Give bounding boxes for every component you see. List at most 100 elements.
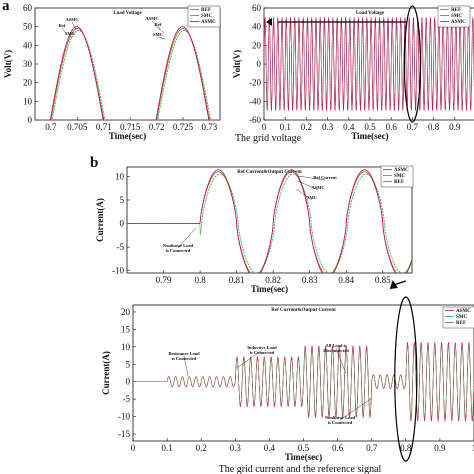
x-tick-label: 0.82 [265,275,281,285]
legend-entry: REF [394,180,404,185]
annotation-asmc-left: ASMC [65,17,79,31]
annotation-text: Ref [155,22,162,27]
y-axis-label: Volt(V) [3,50,13,78]
x-tick-label: 0 [131,443,136,453]
annotation-asmc-right: ASMC [145,16,161,31]
x-tick-label: 0.705 [67,122,88,132]
annotation-asmc: ASMC [297,180,325,191]
annotation-pointer [295,188,313,201]
y-tick-label: 10 [121,342,131,352]
series-line-smc [133,345,474,418]
series-line-asmc [35,26,220,120]
y-tick-label: 40 [252,22,262,32]
annotation-text: is Connected [328,420,353,425]
x-tick-label: 0.72 [149,122,165,132]
chart-title: Ref Current&Output Current [237,170,302,175]
annotation-pointer [297,175,326,181]
legend-entry: SMC [456,315,468,320]
annotation-text: is Connected [250,350,275,355]
annotation-text: ASMC [311,185,324,190]
caption-grid-voltage: The grid voltage [235,133,302,144]
legend-entry: ASMC [451,20,466,25]
x-tick-label: 0.73 [202,122,218,132]
y-tick-label: -5 [117,242,125,252]
series-group [35,26,220,120]
plot-area [126,166,413,274]
annotation-ref-left: Ref [59,23,68,35]
y-tick-label: 50 [23,22,33,32]
x-axis-label: Time(sec) [351,131,388,141]
series-group [133,341,474,422]
annotation-pointer [151,20,161,31]
y-tick-label: -20 [249,78,261,88]
annotation-text: Ref [59,23,66,28]
annotation-pointer [157,36,166,40]
y-axis-label: Current(A) [95,198,105,242]
y-tick-label: 5 [126,359,131,369]
x-tick-label: 0.1 [161,443,172,453]
y-tick-label: 10 [115,171,125,181]
x-tick-label: 0.71 [96,122,112,132]
legend-entry: SMC [201,14,213,19]
y-tick-label: 20 [252,40,262,50]
x-tick-label: 0.3 [322,122,334,132]
chart-voltage-zoom: 0.7 0.705 0.71 0.715 0.72 0.725 0.73 0 10 20 30 40 5… [3,3,221,141]
x-tick-label: 0.4 [264,443,276,453]
chart-current-zoom: 0.79 0.8 0.81 0.82 0.83 0.84 0.85 -10 -5 0 5 10 Ref … [95,165,414,294]
x-axis-label: Time(sec) [109,131,146,141]
y-tick-label: 60 [23,3,33,13]
x-tick-label: 0.3 [230,443,242,453]
chart-title: Load Voltage [113,11,142,16]
annotation-text: Nonlinear Load [163,243,194,248]
annotation-text: SMC [65,31,75,36]
zoom-arrowhead-voltage [266,18,272,26]
y-tick-label: 0 [257,59,262,69]
annotation-smc-left: SMC [65,31,75,39]
y-tick-label: 20 [23,78,33,88]
x-tick-label: 0.8 [428,122,440,132]
annotation-text: Resistance Load [168,351,200,356]
chart-current-full: 0 0.1 0.2 0.3 0.4 0.5 0.6 0.7 0.8 0.9 1 -15 -10 -5 0 5 1… [101,304,474,462]
y-tick-label: 10 [23,96,33,106]
y-tick-label: 20 [121,307,131,317]
x-tick-label: 0.725 [173,122,194,132]
y-tick-label: 0 [120,219,125,229]
legend-entry: REF [201,8,211,13]
legend-entry: SMC [394,174,406,179]
x-tick-label: 1 [472,443,474,453]
x-tick-label: 0.2 [196,443,207,453]
legend-entry: ASMC [456,309,471,314]
x-tick-label: 0 [262,122,267,132]
annotation-pointer [339,397,373,421]
legend-entry: SMC [451,14,463,19]
x-tick-label: 0.715 [120,122,141,132]
zoom-arrowhead-current [389,280,398,289]
x-tick-label: 0.4 [343,122,355,132]
annotation-text: ASMC [145,16,158,21]
x-axis-label: Time(sec) [285,452,322,462]
annotation-pointer [183,355,189,377]
annotation-ref-right: Ref [155,22,165,34]
series-line-smc [127,173,412,273]
y-tick-label: -5 [123,394,131,404]
legend-entry: REF [456,321,466,326]
annotation-smc: SMC [295,188,317,201]
y-tick-label: 60 [252,3,262,13]
x-axis-label: Time(sec) [251,284,288,294]
series-group [127,169,412,273]
annotation-pointer [69,35,73,39]
y-tick-label: 15 [121,324,131,334]
y-tick-label: 30 [23,59,33,69]
zoom-highlights [266,5,421,462]
y-axis-label: Current(A) [101,351,111,395]
x-tick-label: 0.5 [364,122,376,132]
x-tick-label: 0.81 [229,275,245,285]
chart-title: Ref Current&Output Current [271,308,336,313]
legend-entry: ASMC [201,20,216,25]
